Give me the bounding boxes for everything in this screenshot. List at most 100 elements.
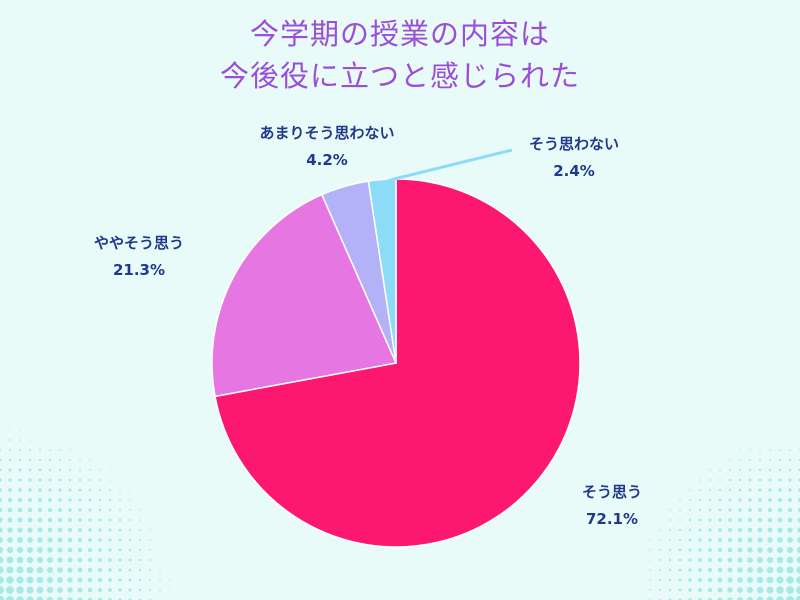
background-dot <box>6 596 14 600</box>
background-dot <box>6 586 14 594</box>
background-dot <box>768 458 772 462</box>
background-dot <box>58 488 62 492</box>
background-dot <box>89 469 91 471</box>
background-dot <box>108 548 112 552</box>
background-dot <box>38 478 42 482</box>
background-dot <box>748 498 752 502</box>
background-dot <box>728 478 732 482</box>
slice-label-name: そう思わない <box>529 135 619 153</box>
background-dot <box>129 509 131 511</box>
background-dot <box>698 558 702 562</box>
background-dot <box>108 568 112 572</box>
background-dot <box>729 459 731 461</box>
background-dot <box>746 576 754 584</box>
background-dot <box>97 587 103 593</box>
background-dot <box>788 488 792 492</box>
slice-label-percent: 21.3% <box>113 261 165 279</box>
background-dot <box>649 549 651 551</box>
background-dot <box>7 527 13 533</box>
background-dot <box>776 546 784 554</box>
chart-title-line-2: 今後役に立つと感じられた <box>219 59 580 93</box>
background-dot <box>47 507 53 513</box>
background-dot <box>67 527 73 533</box>
background-dot <box>678 548 682 552</box>
background-dot <box>699 489 701 491</box>
background-dot <box>108 538 112 542</box>
background-dot <box>46 596 54 600</box>
background-dot <box>756 576 764 584</box>
background-dot <box>58 478 62 482</box>
background-dot <box>688 558 692 562</box>
background-dot <box>9 429 11 431</box>
background-dot <box>718 518 722 522</box>
background-dot <box>718 478 722 482</box>
background-dot <box>169 589 171 591</box>
background-dot <box>87 557 93 563</box>
background-dot <box>709 469 711 471</box>
background-dot <box>0 556 4 564</box>
background-dot <box>37 507 43 513</box>
background-dot <box>678 588 682 592</box>
background-dot <box>698 528 702 532</box>
background-dot <box>689 489 691 491</box>
background-dot <box>708 488 712 492</box>
background-dot <box>87 547 93 553</box>
background-dot <box>138 558 142 562</box>
background-dot <box>47 557 53 563</box>
background-dot <box>97 577 103 583</box>
background-dot <box>786 566 794 574</box>
background-dot <box>88 498 92 502</box>
background-dot <box>26 596 34 600</box>
background-dot <box>97 597 103 600</box>
background-dot <box>0 468 2 472</box>
background-dot <box>78 498 82 502</box>
background-dot <box>78 528 82 532</box>
background-dot <box>718 528 722 532</box>
background-dot <box>57 567 63 573</box>
background-dot <box>747 537 753 543</box>
background-dot <box>87 597 93 600</box>
background-dot <box>759 459 761 461</box>
background-dot <box>118 568 122 572</box>
background-dot <box>727 587 733 593</box>
background-dot <box>18 478 22 482</box>
background-dot <box>47 567 53 573</box>
background-dot <box>737 567 743 573</box>
background-dot <box>679 499 681 501</box>
background-dot <box>38 468 42 472</box>
background-dot <box>739 459 741 461</box>
background-dot <box>738 468 742 472</box>
background-dot <box>139 519 141 521</box>
background-dot <box>778 498 782 502</box>
background-dot <box>38 488 42 492</box>
background-dot <box>786 546 794 554</box>
background-dot <box>708 548 712 552</box>
background-dot <box>109 469 111 471</box>
background-dot <box>37 517 43 523</box>
background-dot <box>27 517 33 523</box>
background-dot <box>97 567 103 573</box>
background-dot <box>7 517 13 523</box>
background-dot <box>18 448 22 452</box>
background-dot <box>698 548 702 552</box>
background-dot <box>108 558 112 562</box>
background-dot <box>659 539 661 541</box>
background-dot <box>77 557 83 563</box>
background-dot <box>37 527 43 533</box>
background-dot <box>26 576 34 584</box>
background-dot <box>129 519 131 521</box>
background-dot <box>118 528 122 532</box>
background-dot <box>138 578 142 582</box>
background-dot <box>738 478 742 482</box>
background-dot <box>149 519 151 521</box>
background-dot <box>128 568 132 572</box>
background-dot <box>36 566 44 574</box>
background-dot <box>678 528 682 532</box>
background-dot <box>36 556 44 564</box>
background-dot <box>77 587 83 593</box>
background-dot <box>159 539 161 541</box>
background-dot <box>0 458 2 462</box>
background-dot <box>756 586 764 594</box>
background-dot <box>149 529 151 531</box>
